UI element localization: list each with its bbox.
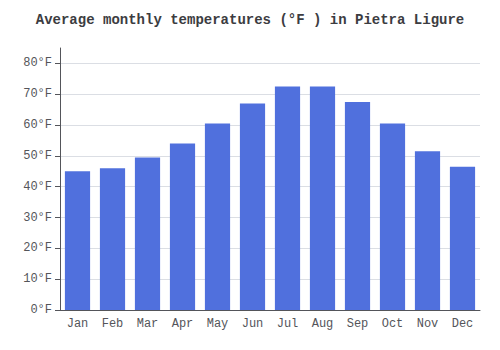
svg-text:Aug: Aug [312,317,334,331]
svg-text:Oct: Oct [382,317,404,331]
svg-text:60°F: 60°F [23,118,52,132]
svg-text:Nov: Nov [417,317,439,331]
svg-text:Jun: Jun [242,317,264,331]
svg-text:20°F: 20°F [23,241,52,255]
svg-text:10°F: 10°F [23,272,52,286]
svg-text:Average monthly temperatures (: Average monthly temperatures (°F ) in Pi… [36,12,464,28]
svg-text:70°F: 70°F [23,87,52,101]
svg-text:Sep: Sep [347,317,369,331]
svg-text:Dec: Dec [452,317,474,331]
svg-text:Jul: Jul [277,317,299,331]
svg-text:30°F: 30°F [23,211,52,225]
svg-text:Mar: Mar [137,317,159,331]
svg-text:Apr: Apr [172,317,194,331]
svg-text:Feb: Feb [102,317,124,331]
svg-text:May: May [207,317,229,331]
svg-text:0°F: 0°F [30,303,52,317]
svg-text:50°F: 50°F [23,149,52,163]
svg-text:80°F: 80°F [23,56,52,70]
svg-text:Jan: Jan [67,317,89,331]
svg-text:40°F: 40°F [23,180,52,194]
